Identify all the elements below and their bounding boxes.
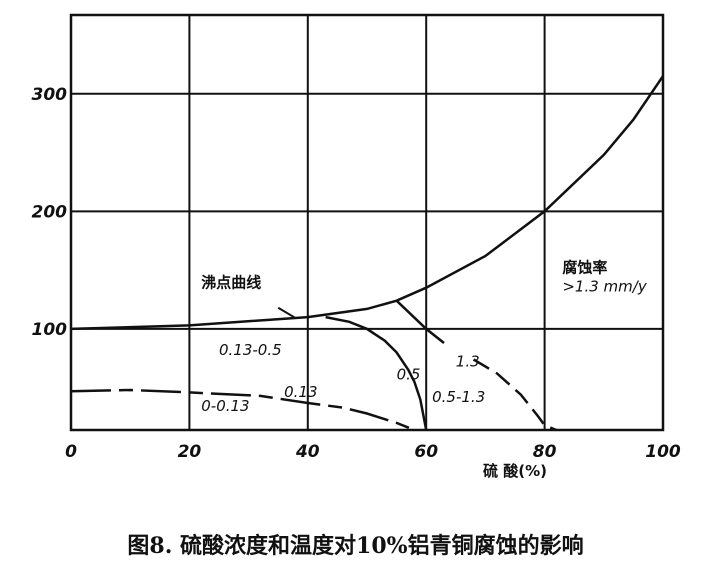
x-tick-label: 0 bbox=[65, 442, 77, 462]
x-tick-label: 40 bbox=[295, 442, 320, 462]
annotation-label: >1.3 mm/y bbox=[562, 277, 647, 295]
annotation-label: 腐蚀率 bbox=[562, 258, 607, 276]
annotation-label: 0-0.13 bbox=[201, 397, 249, 415]
x-tick-label: 60 bbox=[414, 442, 438, 462]
x-tick-label: 20 bbox=[178, 442, 202, 462]
y-tick-label: 300 bbox=[32, 85, 68, 105]
y-tick-label: 100 bbox=[32, 320, 68, 340]
x-tick-label: 100 bbox=[645, 442, 681, 462]
annotation-leader bbox=[277, 306, 297, 320]
annotation-label: 0.13 bbox=[284, 383, 317, 401]
annotation-label: 0.13-0.5 bbox=[219, 341, 282, 359]
y-tick-label: 200 bbox=[32, 202, 68, 222]
series-line-boiling-curve bbox=[70, 75, 665, 331]
x-axis-label: 硫 酸(%) bbox=[483, 462, 547, 480]
x-tick-label: 80 bbox=[533, 442, 557, 462]
annotation-label: 沸点曲线 bbox=[201, 274, 261, 292]
annotation-label: 0.5 bbox=[397, 365, 421, 383]
series-line-1_3 bbox=[395, 299, 445, 344]
series-line-0_5 bbox=[325, 315, 428, 431]
annotation-label: 0.5-1.3 bbox=[432, 388, 485, 406]
annotation-label: 1.3 bbox=[456, 353, 480, 371]
figure-caption: 图8. 硫酸浓度和温度对10%铝青铜腐蚀的影响 bbox=[127, 533, 584, 559]
plot-frame bbox=[69, 13, 665, 432]
series-line-0_13 bbox=[70, 388, 415, 432]
